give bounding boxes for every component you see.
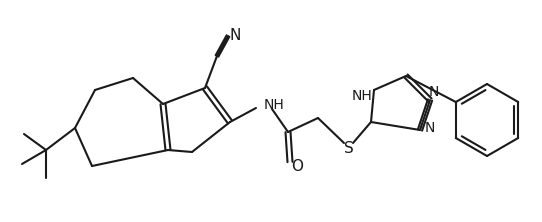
Text: N: N bbox=[425, 121, 435, 135]
Text: N: N bbox=[429, 85, 439, 99]
Text: N: N bbox=[229, 28, 241, 44]
Text: O: O bbox=[291, 159, 303, 174]
Text: NH: NH bbox=[352, 89, 372, 103]
Text: S: S bbox=[344, 141, 354, 155]
Text: NH: NH bbox=[264, 98, 285, 112]
